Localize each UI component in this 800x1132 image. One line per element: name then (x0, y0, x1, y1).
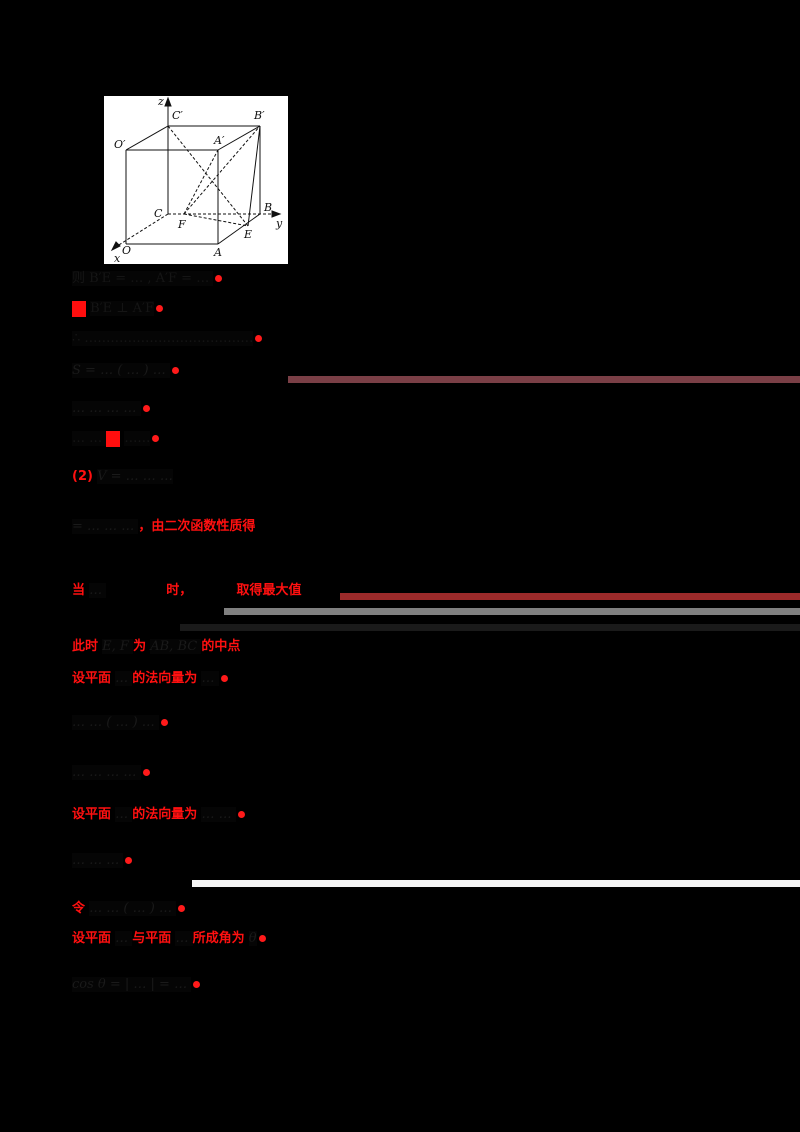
cube-figure: z C′ B′ O′ A′ C B y F E O A x (104, 96, 288, 264)
line-1: 则 B′E = … , A′F = … (72, 268, 223, 290)
svg-text:A′: A′ (213, 134, 225, 147)
red-marker (215, 275, 223, 282)
label-z: z (157, 96, 164, 108)
svg-text:O′: O′ (114, 138, 126, 151)
highlight-bar-brown (288, 376, 800, 383)
svg-text:E: E (243, 228, 252, 241)
line-16: 令 … … ( … ) … (72, 898, 186, 920)
svg-text:y: y (275, 217, 283, 230)
line-9: 当 … 时， 取得最大值 (72, 583, 302, 598)
svg-text:A: A (213, 246, 222, 259)
line-5: … … … … (72, 398, 150, 420)
highlight-bar-dark (180, 624, 800, 631)
svg-text:B′: B′ (253, 109, 265, 122)
line-15: … … … (72, 850, 133, 872)
line-13: … … … … (72, 762, 150, 784)
svg-text:B: B (263, 201, 272, 214)
svg-text:F: F (177, 218, 186, 231)
red-marker-box (72, 300, 86, 317)
highlight-bar-gray (224, 608, 800, 615)
line-4: S = … ( … ) … (72, 360, 179, 382)
line-17: 设平面 … 与平面 … 所成角为 θ (72, 928, 266, 950)
line-6: … … …… (72, 428, 160, 450)
line-12: … … ( … ) … (72, 712, 168, 734)
svg-text:O: O (122, 244, 131, 257)
svg-text:x: x (114, 252, 121, 264)
highlight-bar-red (340, 593, 800, 600)
line-14: 设平面 … 的法向量为 … … (72, 804, 245, 826)
svg-text:C′: C′ (172, 109, 183, 122)
svg-text:C: C (154, 207, 163, 220)
part-2-label: (2) (72, 469, 93, 484)
line-7: (2) V = … … … (72, 469, 173, 484)
line-2: B′E ⊥ A′F (72, 298, 163, 320)
line-10: 此时 E, F 为 AB, BC 的中点 (72, 639, 241, 654)
line-8: = … … … ，由二次函数性质得 (72, 519, 256, 534)
line-18: cos θ = | … | = … (72, 974, 201, 996)
line-3: ∴ ………………………………… (72, 328, 263, 350)
cube-diagram: z C′ B′ O′ A′ C B y F E O A x (110, 96, 283, 264)
highlight-bar-white (192, 880, 800, 887)
line-11: 设平面 … 的法向量为 … (72, 668, 228, 690)
